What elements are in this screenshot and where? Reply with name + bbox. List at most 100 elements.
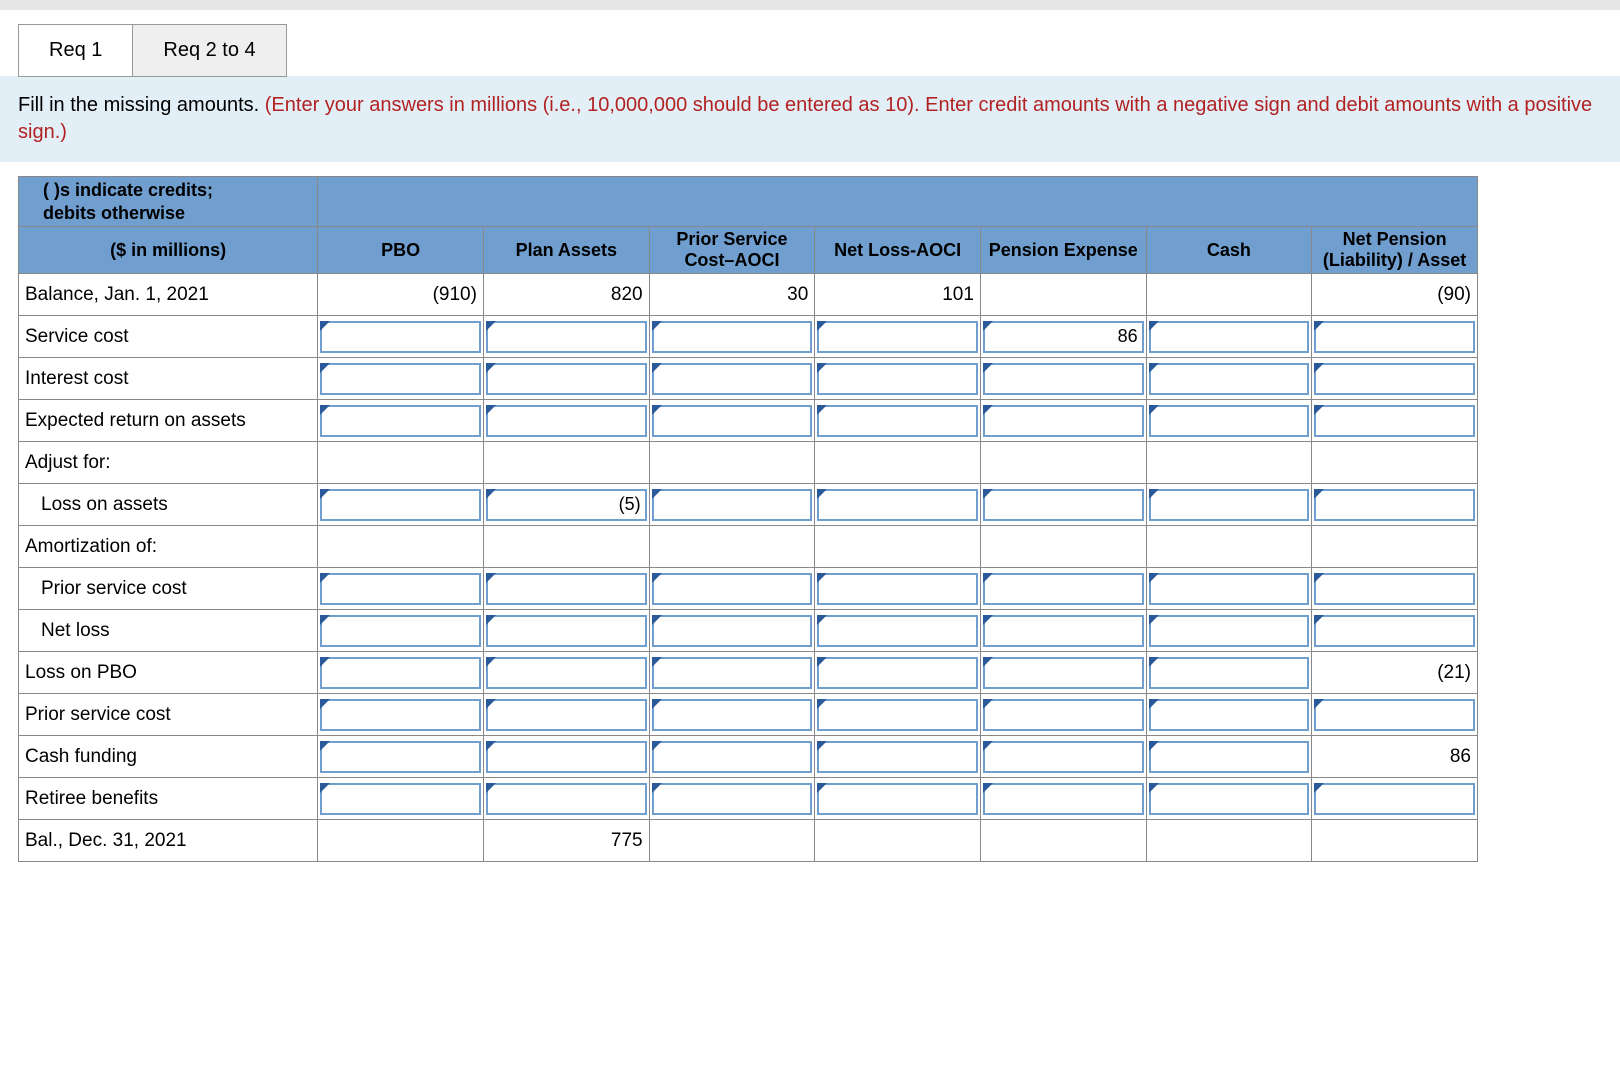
input-cell[interactable] (318, 358, 484, 400)
input-cell[interactable] (815, 736, 981, 778)
static-cell (815, 820, 981, 862)
input-cell[interactable] (1146, 358, 1312, 400)
input-cell[interactable] (980, 568, 1146, 610)
input-cell[interactable] (1146, 694, 1312, 736)
col-prior-service-cost-aoci: Prior Service Cost–AOCI (649, 227, 815, 274)
tab-req-1[interactable]: Req 1 (18, 24, 133, 77)
input-cell[interactable] (815, 358, 981, 400)
table-row: Balance, Jan. 1, 2021(910)82030101(90) (19, 274, 1478, 316)
input-cell[interactable] (483, 358, 649, 400)
input-cell[interactable] (815, 778, 981, 820)
input-cell[interactable] (649, 736, 815, 778)
input-cell[interactable] (649, 610, 815, 652)
input-cell[interactable] (483, 610, 649, 652)
input-cell[interactable] (318, 778, 484, 820)
input-cell[interactable] (649, 778, 815, 820)
input-cell[interactable] (483, 568, 649, 610)
input-cell[interactable] (318, 568, 484, 610)
corner-icon (652, 363, 662, 373)
input-cell[interactable] (980, 694, 1146, 736)
row-label: Cash funding (19, 736, 318, 778)
corner-icon (652, 783, 662, 793)
input-cell[interactable] (649, 358, 815, 400)
table-row: Loss on PBO(21) (19, 652, 1478, 694)
input-cell[interactable] (649, 484, 815, 526)
input-cell[interactable] (1312, 484, 1478, 526)
input-cell[interactable] (980, 484, 1146, 526)
input-cell[interactable]: (5) (483, 484, 649, 526)
input-cell[interactable] (980, 736, 1146, 778)
row-label: Loss on assets (19, 484, 318, 526)
input-cell[interactable] (815, 484, 981, 526)
input-cell[interactable] (980, 778, 1146, 820)
input-cell[interactable] (1146, 568, 1312, 610)
input-cell[interactable] (318, 694, 484, 736)
input-cell[interactable]: 86 (980, 316, 1146, 358)
input-cell[interactable] (1146, 400, 1312, 442)
input-cell[interactable] (318, 316, 484, 358)
static-cell (318, 442, 484, 484)
input-cell[interactable] (1146, 610, 1312, 652)
tab-bar: Req 1 Req 2 to 4 (18, 24, 1620, 77)
input-cell[interactable] (483, 778, 649, 820)
table-row: Prior service cost (19, 568, 1478, 610)
static-cell (1312, 526, 1478, 568)
col-plan-assets: Plan Assets (483, 227, 649, 274)
input-cell[interactable] (815, 652, 981, 694)
input-cell[interactable] (318, 400, 484, 442)
input-cell[interactable] (649, 568, 815, 610)
input-cell[interactable] (483, 694, 649, 736)
input-cell[interactable] (980, 610, 1146, 652)
input-cell[interactable] (318, 652, 484, 694)
corner-icon (1314, 699, 1324, 709)
input-cell[interactable] (1146, 778, 1312, 820)
input-cell[interactable] (318, 736, 484, 778)
corner-icon (983, 573, 993, 583)
input-cell[interactable] (815, 316, 981, 358)
table-row: Adjust for: (19, 442, 1478, 484)
row-label: Retiree benefits (19, 778, 318, 820)
input-cell[interactable] (1146, 736, 1312, 778)
input-cell[interactable] (1146, 652, 1312, 694)
static-cell: 30 (649, 274, 815, 316)
input-cell[interactable] (1312, 316, 1478, 358)
input-cell[interactable] (649, 400, 815, 442)
static-cell: 101 (815, 274, 981, 316)
input-cell[interactable] (483, 316, 649, 358)
input-cell[interactable] (980, 358, 1146, 400)
input-cell[interactable] (483, 652, 649, 694)
input-cell[interactable] (318, 484, 484, 526)
input-cell[interactable] (483, 736, 649, 778)
input-cell[interactable] (815, 568, 981, 610)
input-cell[interactable] (1312, 400, 1478, 442)
corner-icon (1314, 489, 1324, 499)
input-cell[interactable] (980, 652, 1146, 694)
static-cell (483, 526, 649, 568)
corner-icon (486, 321, 496, 331)
input-cell[interactable] (649, 652, 815, 694)
corner-icon (817, 363, 827, 373)
input-cell[interactable] (1312, 610, 1478, 652)
corner-icon (486, 783, 496, 793)
corner-icon (983, 489, 993, 499)
input-cell[interactable] (1312, 358, 1478, 400)
input-cell[interactable] (1146, 316, 1312, 358)
static-cell (649, 820, 815, 862)
input-cell[interactable] (980, 400, 1146, 442)
input-cell[interactable] (649, 316, 815, 358)
input-cell[interactable] (1312, 568, 1478, 610)
input-cell[interactable] (815, 694, 981, 736)
input-cell[interactable] (1312, 778, 1478, 820)
input-cell[interactable] (1312, 694, 1478, 736)
row-label: Loss on PBO (19, 652, 318, 694)
corner-icon (652, 405, 662, 415)
table-row: Prior service cost (19, 694, 1478, 736)
input-cell[interactable] (815, 400, 981, 442)
tab-req-2-to-4[interactable]: Req 2 to 4 (132, 24, 286, 77)
input-cell[interactable] (649, 694, 815, 736)
input-cell[interactable] (815, 610, 981, 652)
corner-icon (983, 405, 993, 415)
input-cell[interactable] (483, 400, 649, 442)
input-cell[interactable] (318, 610, 484, 652)
input-cell[interactable] (1146, 484, 1312, 526)
